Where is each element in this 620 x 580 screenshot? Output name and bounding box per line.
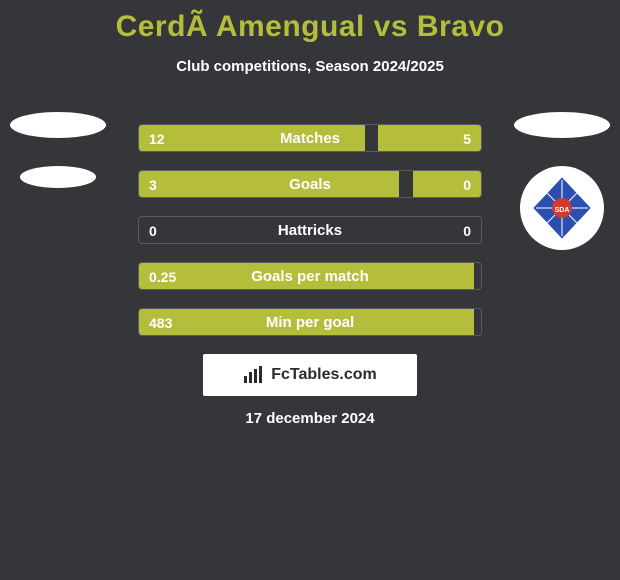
placeholder-oval-icon — [514, 112, 610, 138]
snapshot-date: 17 december 2024 — [0, 410, 620, 427]
left-player-column — [8, 112, 108, 216]
stat-label: Goals — [139, 171, 481, 198]
watermark-text: FcTables.com — [271, 366, 377, 384]
club-crest-icon: SDA — [520, 166, 604, 250]
stat-row: 483Min per goal — [138, 308, 482, 336]
stat-label: Matches — [139, 125, 481, 152]
stat-row: 00Hattricks — [138, 216, 482, 244]
right-player-column: SDA — [512, 112, 612, 250]
source-watermark: FcTables.com — [203, 354, 417, 396]
stat-label: Hattricks — [139, 217, 481, 244]
stat-row: 125Matches — [138, 124, 482, 152]
stat-label: Min per goal — [139, 309, 481, 336]
placeholder-oval-icon — [10, 112, 106, 138]
placeholder-oval-icon — [20, 166, 96, 188]
stat-row: 30Goals — [138, 170, 482, 198]
svg-text:SDA: SDA — [555, 207, 570, 214]
stat-row: 0.25Goals per match — [138, 262, 482, 290]
stats-panel: 125Matches 30Goals 00Hattricks 0.25Goals pe… — [138, 124, 482, 354]
bar-chart-icon — [243, 366, 265, 384]
comparison-subtitle: Club competitions, Season 2024/2025 — [0, 58, 620, 75]
stat-label: Goals per match — [139, 263, 481, 290]
comparison-title: CerdÃ Amengual vs Bravo — [0, 0, 620, 44]
